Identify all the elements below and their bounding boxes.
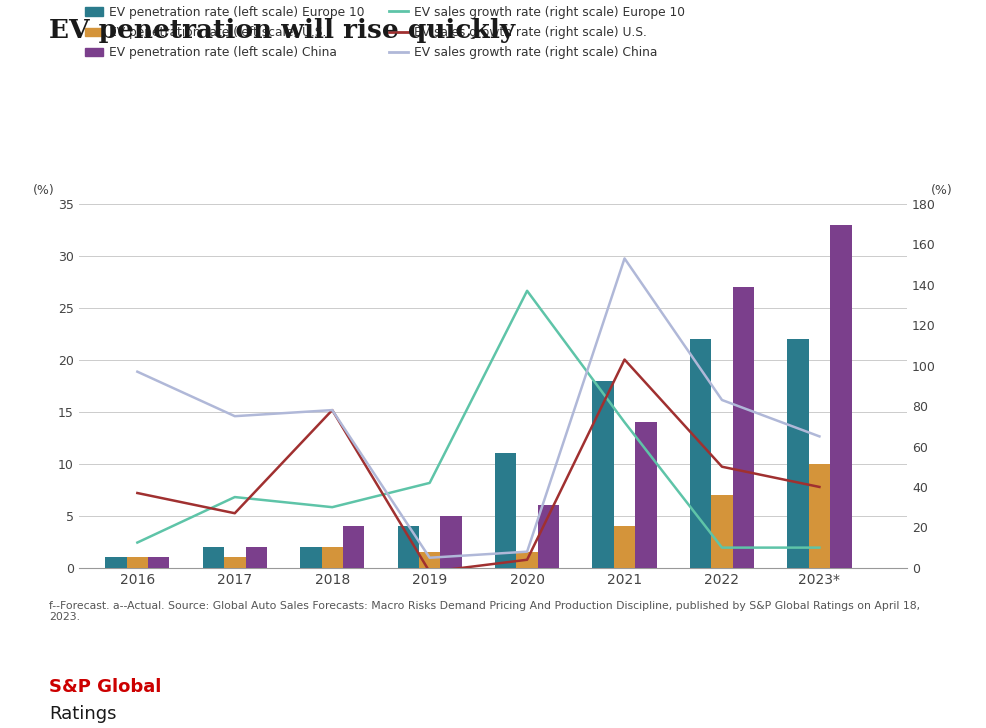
Bar: [495, 454, 517, 568]
Bar: [419, 553, 441, 568]
Bar: [441, 516, 461, 568]
Bar: [537, 505, 559, 568]
Legend: EV penetration rate (left scale) Europe 10, EV penetration rate (left scale) U.S: EV penetration rate (left scale) Europe …: [85, 6, 685, 60]
Bar: [787, 339, 809, 568]
Bar: [517, 553, 537, 568]
Text: EV penetration will rise quickly: EV penetration will rise quickly: [49, 18, 516, 43]
Bar: [397, 526, 419, 568]
Bar: [106, 558, 126, 568]
Bar: [809, 464, 830, 568]
Bar: [148, 558, 170, 568]
Bar: [711, 495, 733, 568]
Bar: [593, 381, 614, 568]
Text: Ratings: Ratings: [49, 705, 116, 723]
Bar: [690, 339, 711, 568]
Bar: [203, 547, 224, 568]
Bar: [830, 225, 852, 568]
Bar: [300, 547, 321, 568]
Bar: [321, 547, 343, 568]
Bar: [224, 558, 246, 568]
Bar: [126, 558, 148, 568]
Text: (%): (%): [34, 183, 55, 197]
Text: f--Forecast. a--Actual. Source: Global Auto Sales Forecasts: Macro Risks Demand : f--Forecast. a--Actual. Source: Global A…: [49, 601, 920, 622]
Bar: [635, 422, 657, 568]
Bar: [733, 287, 754, 568]
Bar: [343, 526, 365, 568]
Bar: [614, 526, 635, 568]
Bar: [246, 547, 267, 568]
Text: S&P Global: S&P Global: [49, 678, 162, 697]
Text: (%): (%): [931, 183, 952, 197]
